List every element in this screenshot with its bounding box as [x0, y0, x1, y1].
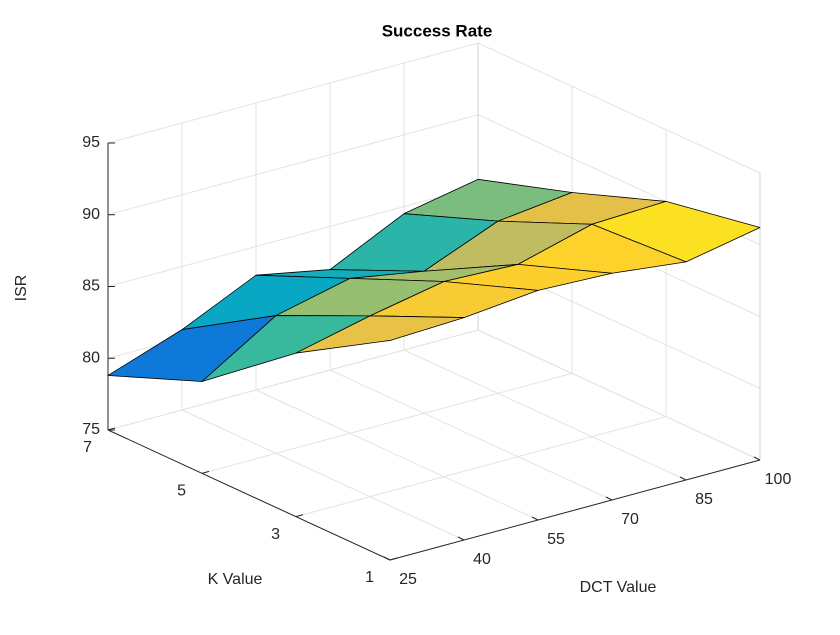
z-tick-label: 80 [82, 349, 100, 366]
surface-patch [295, 315, 465, 354]
y-tick [389, 557, 398, 561]
y-axis-label: K Value [208, 571, 263, 588]
y-tick-label: 1 [365, 569, 374, 586]
z-axis-label: ISR [13, 275, 30, 302]
z-tick-label: 85 [82, 278, 100, 295]
z-tick-label: 90 [82, 206, 100, 223]
y-tick-label: 7 [83, 439, 92, 456]
z-tick-label: 75 [82, 421, 100, 438]
x-tick-label: 25 [399, 571, 417, 588]
x-tick-label: 55 [547, 531, 565, 548]
y-tick-label: 5 [177, 483, 186, 500]
x-tick [531, 516, 539, 521]
y-tick [107, 427, 116, 431]
x-tick [753, 456, 761, 461]
x-tick-label: 70 [621, 511, 639, 528]
y-tick [295, 514, 304, 518]
x-tick [605, 496, 613, 501]
x-tick-label: 40 [473, 551, 491, 568]
chart-title: Success Rate [382, 21, 493, 40]
axis-line [389, 459, 761, 561]
x-tick-label: 100 [765, 471, 792, 488]
x-tick [457, 536, 465, 541]
x-tick [679, 476, 687, 481]
y-tick [201, 470, 210, 474]
grid-line [107, 42, 761, 174]
axis-line [107, 429, 391, 561]
y-tick-label: 3 [271, 526, 280, 543]
x-axis-label: DCT Value [580, 579, 657, 596]
x-tick-label: 85 [695, 491, 713, 508]
x-tick [383, 556, 391, 561]
z-tick-label: 95 [82, 134, 100, 151]
